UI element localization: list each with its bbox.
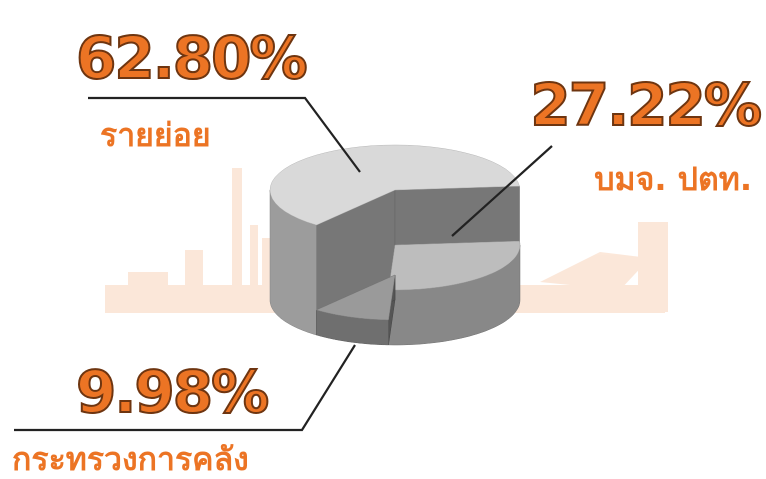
slice-top	[269, 144, 520, 226]
pie-slice	[315, 274, 396, 346]
slice-top	[388, 240, 521, 291]
value-label: 9.98%	[76, 358, 268, 426]
category-label: บมจ. ปตท.	[594, 160, 752, 198]
leader-line	[451, 145, 553, 237]
slice-top	[315, 274, 396, 321]
pie	[269, 144, 521, 346]
pie-slice	[388, 240, 521, 346]
leader-line	[14, 344, 356, 432]
pie-slice	[269, 144, 520, 336]
leader-line	[88, 96, 361, 173]
value-label: 27.22%	[530, 71, 760, 139]
value-label: 62.80%	[76, 24, 306, 92]
category-label: รายย่อย	[100, 116, 211, 154]
category-label: กระทรวงการคลัง	[12, 440, 249, 478]
